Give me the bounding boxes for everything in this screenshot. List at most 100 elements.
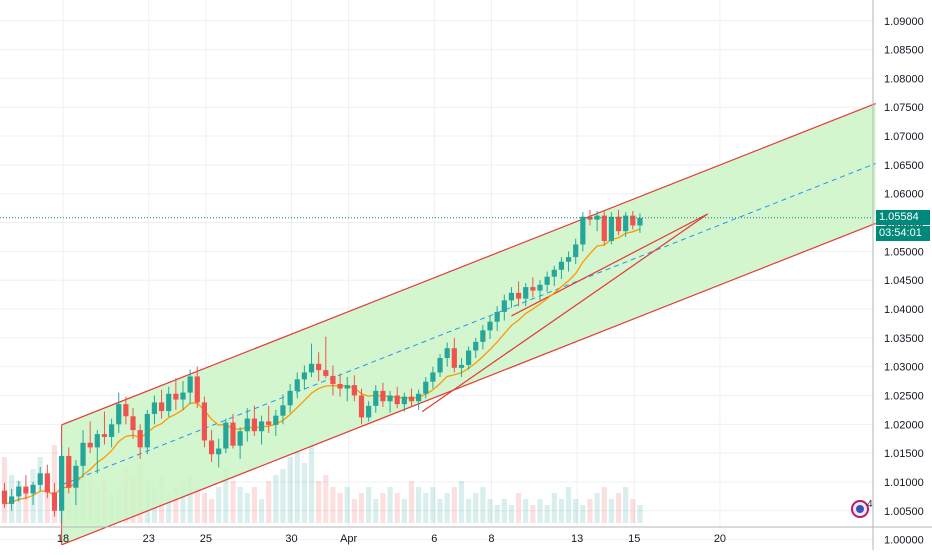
volume-bar	[458, 481, 465, 523]
candle-body	[501, 300, 507, 312]
volume-bar	[366, 487, 372, 523]
candle-body	[80, 442, 86, 466]
candle-body	[473, 341, 479, 351]
volume-bar	[216, 487, 222, 523]
watermark-logo-icon[interactable]	[851, 500, 869, 518]
volume-bar	[444, 493, 450, 523]
candle-body	[380, 390, 386, 402]
volume-bar	[601, 487, 607, 523]
candle-body	[494, 311, 500, 322]
y-tick-label: 1.00500	[884, 506, 924, 518]
volume-bar	[473, 493, 479, 523]
candle-body	[208, 440, 215, 455]
volume-bar	[323, 475, 329, 523]
y-tick-label: 1.06000	[884, 189, 924, 201]
channel-fill	[61, 103, 876, 545]
x-tick-label: 20	[714, 533, 726, 545]
x-tick-label: 13	[571, 533, 583, 545]
volume-bar	[373, 499, 379, 523]
x-tick-label: 18	[57, 533, 69, 545]
volume-bar	[258, 499, 265, 523]
volume-bar	[423, 493, 429, 523]
volume-bar	[223, 469, 229, 523]
volume-bar	[251, 487, 257, 523]
volume-bar	[401, 499, 407, 523]
candle-body	[166, 393, 172, 412]
candle-body	[280, 405, 286, 416]
trend-line-1	[421, 213, 709, 413]
candle-body	[423, 381, 429, 394]
candle-body	[344, 385, 350, 389]
candle-body	[558, 261, 565, 270]
y-tick-label: 1.03500	[884, 333, 924, 345]
candle-body	[237, 431, 243, 446]
volume-bar	[573, 499, 579, 523]
moving-average	[4, 228, 641, 505]
candle-body	[244, 418, 250, 432]
candle-body	[523, 287, 529, 299]
candle-body	[201, 402, 208, 441]
candle-body	[330, 375, 336, 384]
candle-body	[601, 215, 607, 241]
volume-bar	[237, 487, 243, 523]
volume-bar	[294, 451, 300, 523]
volume-bar	[44, 475, 50, 523]
volume-bar	[530, 505, 536, 523]
candle-body	[358, 395, 365, 418]
y-tick-label: 1.02000	[884, 419, 924, 431]
y-tick-label: 1.03000	[884, 362, 924, 374]
volume-bar	[180, 481, 186, 523]
trend-lines[interactable]	[421, 213, 709, 413]
candle-body	[101, 434, 108, 438]
candle-body	[515, 292, 522, 299]
candle-body	[266, 421, 272, 425]
candle-body	[251, 418, 257, 432]
countdown-label: 03:54:01	[879, 226, 922, 239]
candle-body	[130, 416, 136, 431]
volume-bar	[337, 493, 343, 523]
y-tick-label: 1.06500	[884, 160, 924, 172]
candle-body	[109, 424, 115, 438]
volume-bar	[580, 505, 586, 523]
candle-body	[508, 292, 515, 301]
x-tick-label: 25	[200, 533, 212, 545]
candle-body	[301, 372, 307, 380]
candle-body	[187, 376, 193, 393]
volume-bar	[437, 499, 443, 523]
volume-bar	[266, 481, 272, 523]
candle-body	[37, 473, 43, 485]
candle-body	[16, 486, 22, 497]
candle-body	[51, 492, 58, 511]
candle-body	[44, 473, 50, 493]
candle-body	[437, 358, 443, 373]
volume-bar	[623, 487, 629, 523]
candle-body	[408, 396, 415, 402]
watermark-count: 4	[867, 499, 873, 510]
candle-body	[23, 486, 29, 494]
candle-body	[394, 395, 400, 405]
candle-body	[608, 216, 614, 241]
candle-body	[487, 321, 493, 331]
volume-bar	[173, 487, 179, 523]
candle-body	[387, 395, 393, 402]
candle-body	[544, 276, 550, 285]
candle-body	[30, 484, 36, 494]
candle-body	[373, 390, 379, 406]
candle-body	[444, 348, 450, 359]
countdown-badge: 03:54:01	[876, 225, 930, 241]
volume-bar	[380, 493, 386, 523]
volume-bar	[344, 487, 350, 523]
volume-bar	[430, 487, 436, 523]
volume-bar	[630, 499, 636, 523]
x-tick-label: 6	[431, 533, 437, 545]
volume-bar	[387, 487, 393, 523]
channel-mid-line	[61, 163, 876, 486]
y-tick-label: 1.04000	[884, 304, 924, 316]
volume-bar	[201, 493, 208, 523]
volume-bar	[408, 481, 415, 523]
candle-body	[223, 422, 229, 449]
candle-body	[116, 404, 122, 425]
volume-bar	[166, 493, 172, 523]
